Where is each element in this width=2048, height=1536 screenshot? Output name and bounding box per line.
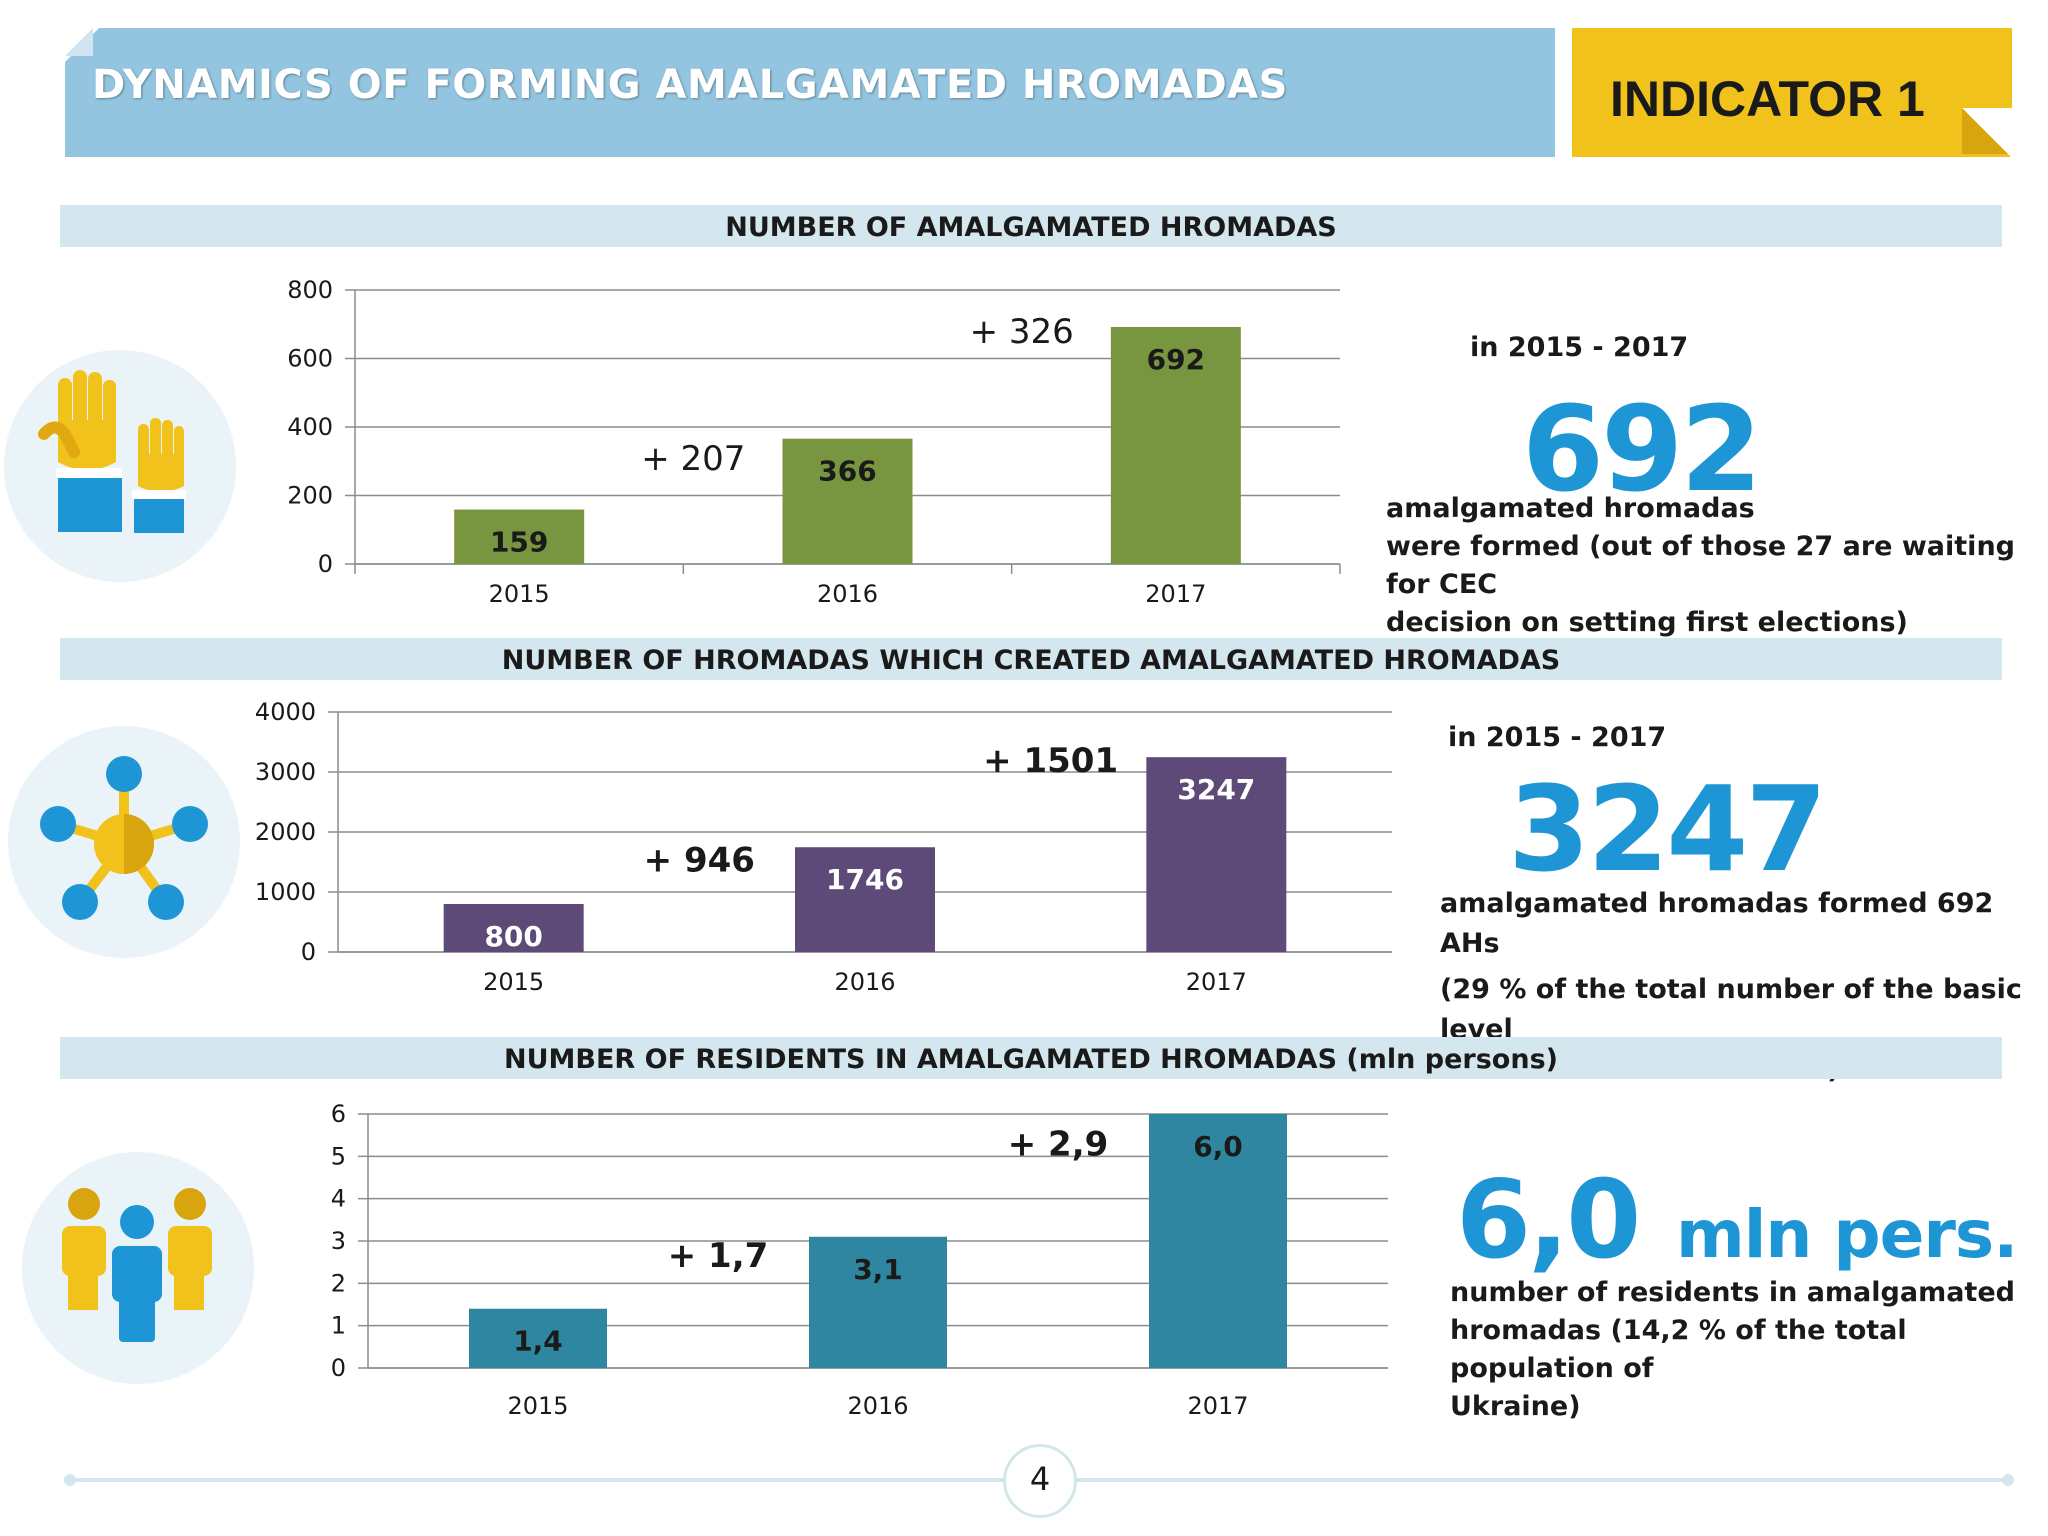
bar-value-label: 692 [1147,343,1205,376]
section-1-icon-circle [4,350,236,582]
y-tick-label: 4000 [255,700,316,726]
x-tick-label: 2015 [489,580,550,608]
bar-2016 [782,438,913,564]
x-tick-label: 2015 [483,968,544,996]
increment-annotation: + 1,7 [668,1236,769,1276]
chart-2: 0 1000 2000 3000 4000 800 2015 1746 2016 3247 2017… [255,700,1392,996]
section-1-big-number: 692 [1522,380,1762,518]
x-tick-label: 2017 [1145,580,1206,608]
section-3-desc-line-1: number of residents in amalgamated [1450,1277,2015,1308]
bar-2017 [1110,326,1241,564]
y-tick-label: 5 [331,1142,346,1170]
y-tick-label: 800 [287,276,333,304]
section-1-description: amalgamated hromadas were formed (out of… [1386,490,2036,642]
network-hub-icon [40,756,208,920]
y-tick-label: 0 [318,550,333,578]
bar-2015 [443,904,584,952]
chart-1: 0 200 400 600 800 159 2015 366 2016 692 2017 + 207 +… [287,276,1341,608]
section-1-title: NUMBER OF AMALGAMATED HROMADAS [725,212,1337,243]
chart-3: 0 1 2 3 4 5 6 1,4 2015 3,1 2016 6,0 2017 + 1,7 + 2,9 [331,1100,1388,1420]
bar-value-label: 1746 [826,863,904,896]
y-tick-label: 6 [331,1100,346,1128]
y-tick-label: 1 [331,1312,346,1340]
y-tick-label: 600 [287,345,333,373]
x-tick-label: 2016 [817,580,878,608]
bar-value-label: 3,1 [853,1253,903,1286]
section-2-period: in 2015 - 2017 [1448,722,1667,753]
x-tick-label: 2017 [1187,1392,1248,1420]
section-3-description: number of residents in amalgamated hroma… [1450,1274,2048,1426]
bar-2015 [469,1308,607,1368]
bar-value-label: 366 [818,455,876,488]
section-1-band [60,205,2002,247]
bar-2016 [795,847,935,952]
section-1-desc-line-3: decision on setting first elections) [1386,607,1908,638]
bar-value-label: 159 [490,526,548,559]
y-tick-label: 400 [287,413,333,441]
section-1-desc-line-2: were formed (out of those 27 are waiting… [1386,531,2015,600]
section-2-band [60,638,2002,680]
x-tick-label: 2017 [1186,968,1247,996]
footer-dot-left [64,1474,76,1486]
footer-dot-right [2002,1474,2014,1486]
page-title: DYNAMICS OF FORMING AMALGAMATED HROMADAS [92,62,1288,108]
increment-annotation: + 326 [970,312,1074,352]
raised-hands-icon [38,370,186,533]
y-tick-label: 2000 [255,818,316,846]
section-2-big-number: 3247 [1508,760,1827,898]
bar-value-label: 800 [484,920,542,953]
y-tick-label: 1000 [255,878,316,906]
y-tick-label: 3000 [255,758,316,786]
header-banner [65,28,1555,157]
section-3-desc-line-2: hromadas (14,2 % of the total population… [1450,1315,1907,1384]
x-tick-label: 2015 [507,1392,568,1420]
page-number-circle [1003,1444,1077,1518]
bar-2017 [1146,757,1287,952]
y-tick-label: 0 [331,1354,346,1382]
section-3-band [60,1037,2002,1079]
x-tick-label: 2016 [847,1392,908,1420]
section-2-title: NUMBER OF HROMADAS WHICH CREATED AMALGAM… [501,645,1561,676]
section-2-desc-line-1: amalgamated hromadas formed 692 AHs [1440,888,1994,959]
section-1-desc-line-1: amalgamated hromadas [1386,493,1755,524]
section-3-title: NUMBER OF RESIDENTS IN AMALGAMATED HROMA… [504,1044,1558,1075]
section-3-desc-line-3: Ukraine) [1450,1391,1581,1422]
section-3-big-number: 6,0 [1456,1158,1641,1283]
header-fold-shadow [65,28,93,56]
y-tick-label: 200 [287,482,333,510]
people-group-icon [62,1188,212,1342]
bar-2015 [454,509,585,564]
increment-annotation: + 2,9 [1008,1124,1109,1164]
bar-value-label: 1,4 [513,1325,563,1358]
increment-annotation: + 946 [644,841,755,881]
section-1-period: in 2015 - 2017 [1470,332,1689,363]
bar-value-label: 3247 [1177,773,1255,806]
y-tick-label: 3 [331,1227,346,1255]
indicator-badge [1572,28,2012,157]
y-tick-label: 0 [301,938,316,966]
increment-annotation: + 1501 [983,741,1118,781]
bar-value-label: 6,0 [1193,1130,1243,1163]
x-tick-label: 2016 [834,968,895,996]
y-tick-label: 4 [331,1185,346,1213]
y-tick-label: 2 [331,1269,346,1297]
bar-2016 [809,1236,947,1368]
indicator-label: INDICATOR 1 [1610,71,1925,127]
bar-2017 [1149,1114,1287,1368]
increment-annotation: + 207 [641,439,745,479]
indicator-fold-shadow [1962,108,2008,154]
section-3-big-unit: mln pers. [1676,1196,2018,1273]
page-number: 4 [1029,1460,1051,1498]
